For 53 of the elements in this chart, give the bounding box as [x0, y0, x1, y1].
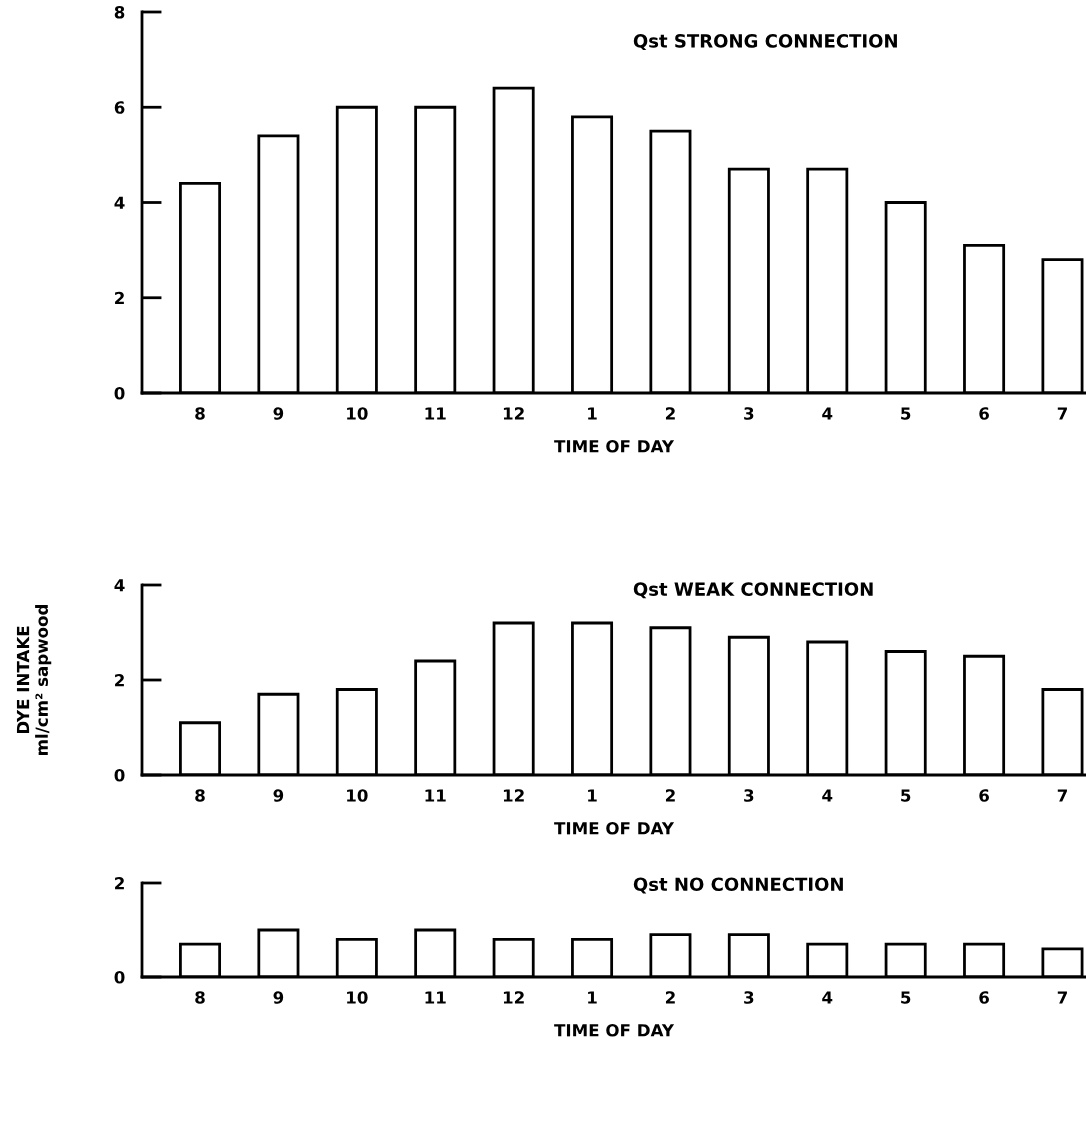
x-tick-label: 12	[503, 789, 524, 802]
x-tick-label: 10	[347, 789, 368, 802]
y-tick-label: 4	[114, 579, 125, 592]
y-tick-label: 2	[115, 673, 124, 687]
x-axis-title: TIME OF DAY	[554, 439, 675, 453]
x-tick-label: 6	[979, 407, 989, 420]
y-axis-title: DYE INTAKE ml/cm² sapwood	[16, 604, 52, 756]
chart-title: Qst WEAK CONNECTION	[633, 582, 873, 599]
x-tick-label: 6	[979, 789, 989, 802]
x-tick-label: 4	[822, 991, 833, 1004]
x-tick-label: 12	[503, 407, 524, 420]
x-tick-label: 9	[273, 991, 284, 1004]
x-tick-label: 8	[195, 789, 205, 802]
x-tick-label: 3	[744, 991, 754, 1004]
chart-title: Qst NO CONNECTION	[633, 877, 843, 894]
x-tick-label: 6	[979, 991, 989, 1004]
x-tick-label: 9	[273, 407, 284, 420]
x-tick-label: 8	[195, 991, 205, 1004]
x-tick-label: 3	[744, 789, 754, 802]
x-tick-label: 2	[665, 991, 675, 1004]
y-tick-label: 0	[114, 970, 125, 984]
x-tick-label: 7	[1057, 407, 1067, 420]
x-tick-label: 4	[822, 789, 833, 802]
text: Qst STRONG CONNECTION	[633, 34, 897, 51]
x-tick-label: 1	[588, 789, 597, 802]
x-tick-label: 12	[503, 991, 524, 1004]
x-tick-label: 10	[347, 407, 368, 420]
x-tick-label: 4	[822, 407, 833, 420]
x-tick-label: 5	[901, 407, 911, 420]
x-tick-label: 3	[744, 407, 754, 420]
x-axis-title: TIME OF DAY	[554, 1023, 675, 1037]
x-tick-label: 2	[665, 789, 675, 802]
x-axis-title: TIME OF DAY	[554, 821, 675, 835]
y-tick-label: 0	[114, 768, 125, 782]
x-tick-label: 2	[665, 407, 675, 420]
x-tick-label: 1	[588, 407, 597, 420]
x-tick-label: 9	[273, 789, 284, 802]
y-tick-label: 2	[115, 291, 124, 305]
x-tick-label: 5	[901, 789, 911, 802]
x-tick-label: 11	[425, 991, 446, 1004]
x-tick-label: 7	[1057, 991, 1067, 1004]
y-tick-label: 2	[115, 876, 124, 890]
x-tick-label: 11	[425, 789, 446, 802]
x-tick-label: 10	[347, 991, 368, 1004]
x-tick-label: 1	[588, 991, 597, 1004]
x-tick-label: 7	[1057, 789, 1067, 802]
y-tick-label: 6	[114, 101, 125, 114]
y-tick-label: 4	[114, 196, 125, 209]
y-tick-label: 8	[114, 5, 125, 19]
x-tick-label: 8	[195, 407, 205, 420]
y-tick-label: 0	[114, 386, 125, 400]
x-tick-label: 5	[901, 991, 911, 1004]
x-tick-label: 11	[425, 407, 446, 420]
